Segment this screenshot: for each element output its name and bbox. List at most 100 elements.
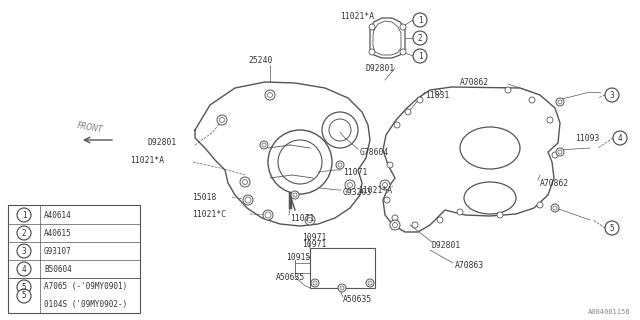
Circle shape	[605, 88, 619, 102]
Circle shape	[384, 197, 390, 203]
Circle shape	[260, 141, 268, 149]
Circle shape	[243, 180, 248, 185]
Circle shape	[17, 262, 31, 276]
Circle shape	[368, 281, 372, 285]
Text: A50635: A50635	[276, 273, 305, 282]
Circle shape	[553, 206, 557, 210]
Text: FRONT: FRONT	[76, 121, 104, 135]
Circle shape	[605, 221, 619, 235]
Circle shape	[17, 289, 31, 303]
Circle shape	[369, 49, 375, 55]
Circle shape	[417, 97, 423, 103]
Text: 11021*A: 11021*A	[130, 156, 164, 164]
Circle shape	[558, 100, 562, 104]
Circle shape	[369, 24, 375, 30]
Circle shape	[413, 49, 427, 63]
Text: 11071: 11071	[343, 167, 367, 177]
Text: 4: 4	[618, 133, 622, 142]
Text: A7065 (-'09MY0901): A7065 (-'09MY0901)	[44, 283, 127, 292]
Text: G93203: G93203	[343, 188, 372, 196]
Text: 15018: 15018	[192, 193, 216, 202]
Circle shape	[243, 195, 253, 205]
Circle shape	[305, 215, 315, 225]
Circle shape	[558, 150, 562, 154]
Circle shape	[556, 148, 564, 156]
Circle shape	[551, 204, 559, 212]
Text: D92801: D92801	[365, 63, 394, 73]
Circle shape	[262, 143, 266, 147]
Text: A70863: A70863	[455, 260, 484, 269]
Text: 2: 2	[22, 228, 26, 237]
Circle shape	[336, 161, 344, 169]
Circle shape	[457, 209, 463, 215]
Text: 5: 5	[610, 223, 614, 233]
Circle shape	[547, 117, 553, 123]
Text: 11093: 11093	[575, 133, 600, 142]
Circle shape	[380, 180, 390, 190]
Circle shape	[556, 98, 564, 106]
Circle shape	[405, 109, 411, 115]
Circle shape	[392, 222, 397, 228]
Circle shape	[400, 24, 406, 30]
Bar	[8, 205, 140, 313]
Circle shape	[265, 212, 271, 218]
Circle shape	[387, 162, 393, 168]
Text: 10915: 10915	[286, 253, 310, 262]
Circle shape	[613, 131, 627, 145]
FancyBboxPatch shape	[310, 248, 375, 288]
Text: 1: 1	[418, 52, 422, 60]
Circle shape	[17, 208, 31, 222]
Text: D92801: D92801	[432, 241, 461, 250]
Circle shape	[435, 89, 441, 95]
Text: 1: 1	[22, 211, 26, 220]
Circle shape	[345, 180, 355, 190]
Circle shape	[400, 49, 406, 55]
Circle shape	[340, 286, 344, 290]
Circle shape	[505, 87, 511, 93]
Text: G93107: G93107	[44, 246, 72, 255]
Text: 0104S ('09MY0902-): 0104S ('09MY0902-)	[44, 300, 127, 309]
Circle shape	[293, 193, 297, 197]
Text: 2: 2	[418, 34, 422, 43]
Text: 3: 3	[22, 246, 26, 255]
Circle shape	[348, 182, 353, 188]
Circle shape	[265, 90, 275, 100]
Circle shape	[390, 220, 400, 230]
Text: 11021*A: 11021*A	[340, 12, 374, 20]
Text: A40615: A40615	[44, 228, 72, 237]
Text: 11021*C: 11021*C	[192, 210, 226, 219]
Text: 11831: 11831	[425, 91, 449, 100]
Text: 25240: 25240	[248, 55, 273, 65]
Circle shape	[311, 279, 319, 287]
Circle shape	[245, 197, 251, 203]
Circle shape	[240, 177, 250, 187]
Circle shape	[537, 202, 543, 208]
Circle shape	[307, 218, 312, 222]
Circle shape	[313, 281, 317, 285]
Circle shape	[394, 122, 400, 128]
Text: A70862: A70862	[460, 77, 489, 86]
Text: G78604: G78604	[360, 148, 389, 156]
Circle shape	[338, 163, 342, 167]
Text: D92801: D92801	[148, 138, 177, 147]
Circle shape	[17, 280, 31, 294]
Text: 5: 5	[22, 283, 26, 292]
Circle shape	[437, 217, 443, 223]
Circle shape	[366, 279, 374, 287]
Circle shape	[268, 92, 273, 98]
Text: 11071: 11071	[290, 213, 314, 222]
Text: A004001158: A004001158	[588, 309, 630, 315]
Circle shape	[220, 117, 225, 123]
Circle shape	[412, 222, 418, 228]
Text: 10971: 10971	[302, 239, 326, 249]
Text: A50635: A50635	[343, 295, 372, 305]
Circle shape	[338, 284, 346, 292]
Text: 1: 1	[418, 15, 422, 25]
Circle shape	[291, 191, 299, 199]
Text: 3: 3	[610, 91, 614, 100]
Circle shape	[17, 244, 31, 258]
Text: 10971: 10971	[302, 233, 326, 242]
Circle shape	[17, 226, 31, 240]
Circle shape	[413, 13, 427, 27]
Text: 11021*A: 11021*A	[358, 186, 392, 195]
